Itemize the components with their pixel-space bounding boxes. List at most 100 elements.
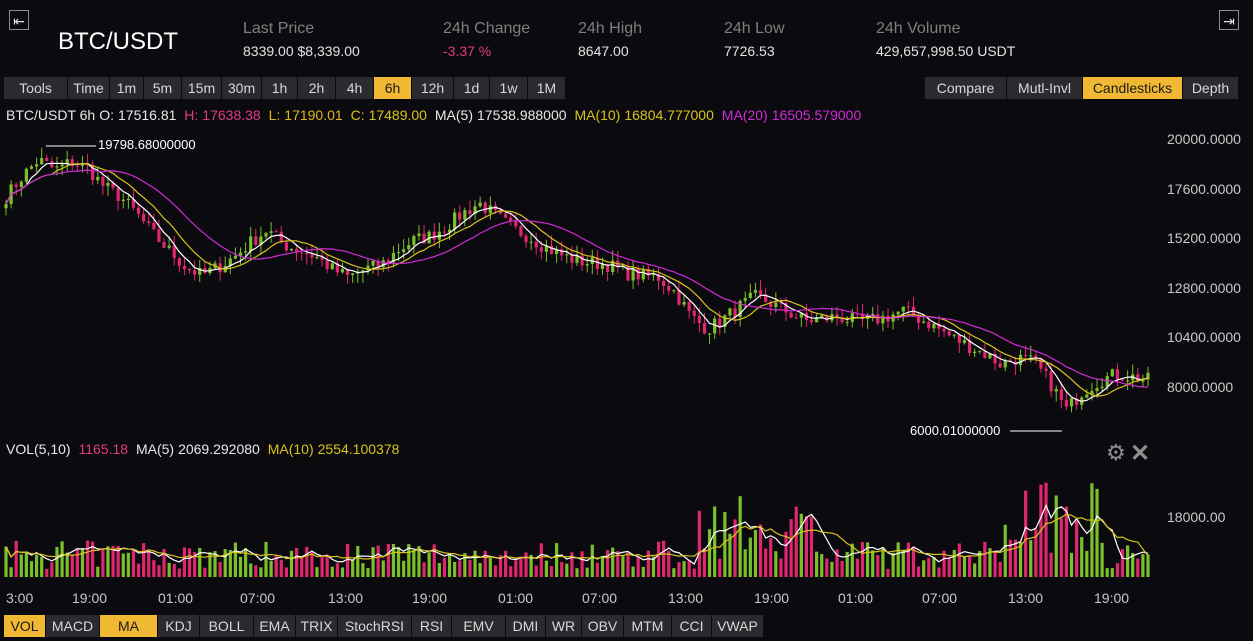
volume-bar: [590, 544, 594, 577]
volume-bar: [677, 562, 681, 577]
collapse-right-icon[interactable]: ⇥: [1219, 10, 1239, 30]
toolbar-tools-button[interactable]: Tools: [4, 77, 68, 99]
candle-body: [453, 212, 457, 230]
candle-body: [988, 353, 992, 359]
candle-body: [259, 236, 263, 245]
indicator-rsi-button[interactable]: RSI: [412, 615, 452, 637]
toolbar-1w-button[interactable]: 1w: [490, 77, 528, 99]
volume-bar: [85, 540, 90, 577]
candle-body: [774, 302, 778, 307]
volume-bar: [509, 566, 513, 577]
toolbar-1d-button[interactable]: 1d: [454, 77, 490, 99]
volume-bar: [641, 566, 645, 577]
volume-bar: [1075, 519, 1079, 577]
indicator-trix-button[interactable]: TRIX: [296, 615, 338, 637]
toolbar-12h-button[interactable]: 12h: [412, 77, 454, 99]
toolbar-1m-button[interactable]: 1m: [110, 77, 144, 99]
volume-bar: [651, 556, 656, 577]
indicator-ma-button[interactable]: MA: [100, 615, 158, 637]
candle-body: [916, 315, 921, 323]
gear-icon[interactable]: ⚙: [1106, 440, 1126, 465]
volume-bar: [310, 551, 314, 577]
candle-body: [820, 315, 824, 318]
indicator-cci-button[interactable]: CCI: [672, 615, 712, 637]
indicator-obv-button[interactable]: OBV: [582, 615, 624, 637]
candle-body: [1095, 388, 1099, 391]
toolbar-6h-button[interactable]: 6h: [374, 77, 412, 99]
toolbar-2h-button[interactable]: 2h: [298, 77, 336, 99]
candle-body: [238, 252, 243, 256]
volume-bar: [4, 546, 8, 577]
toolbar-4h-button[interactable]: 4h: [336, 77, 374, 99]
candle-body: [233, 255, 238, 259]
collapse-left-icon[interactable]: ⇤: [9, 10, 29, 30]
low-label: L:: [268, 107, 281, 123]
volume-chart[interactable]: VOL(5,10) 1165.18 MA(5) 2069.292080 MA(10…: [0, 437, 1253, 587]
candle-body: [585, 264, 589, 266]
volume-bar: [519, 556, 523, 577]
indicator-emv-button[interactable]: EMV: [452, 615, 506, 637]
volume-bar: [1034, 529, 1038, 577]
volume-bar: [1131, 553, 1135, 577]
indicator-vol-button[interactable]: VOL: [4, 615, 46, 637]
candle-body: [677, 290, 681, 305]
volume-bar: [238, 556, 243, 577]
view-candlesticks-button[interactable]: Candlesticks: [1083, 77, 1183, 99]
candle-body: [50, 161, 54, 168]
indicator-vwap-button[interactable]: VWAP: [712, 615, 764, 637]
candle-body: [692, 310, 696, 316]
volume-bar: [636, 556, 640, 577]
indicator-stochrsi-button[interactable]: StochRSI: [338, 615, 412, 637]
volume-bar: [473, 550, 477, 577]
toolbar-30m-button[interactable]: 30m: [222, 77, 262, 99]
candle-body: [24, 168, 28, 182]
volume-bar: [662, 540, 666, 577]
candle-body: [131, 199, 136, 208]
candle-body: [345, 269, 350, 275]
toolbar-1m-button[interactable]: 1M: [528, 77, 566, 99]
volume-bar: [845, 551, 849, 577]
candle-body: [483, 202, 487, 213]
indicator-macd-button[interactable]: MACD: [46, 615, 100, 637]
candle-body: [784, 302, 788, 313]
candle-body: [147, 221, 151, 223]
toolbar-5m-button[interactable]: 5m: [144, 77, 182, 99]
volume-bar: [631, 566, 635, 577]
toolbar-1h-button[interactable]: 1h: [262, 77, 298, 99]
indicator-mtm-button[interactable]: MTM: [624, 615, 672, 637]
candle-body: [723, 315, 727, 327]
time-axis-label: 19:00: [72, 590, 108, 606]
volume-bar: [483, 550, 487, 577]
view-depth-button[interactable]: Depth: [1183, 77, 1239, 99]
candle-body: [799, 313, 803, 318]
volume-bar: [891, 552, 895, 577]
indicator-kdj-button[interactable]: KDJ: [158, 615, 200, 637]
indicator-boll-button[interactable]: BOLL: [200, 615, 254, 637]
indicator-ema-button[interactable]: EMA: [254, 615, 296, 637]
volume-bar: [947, 557, 951, 577]
high-value: 17638.38: [202, 107, 261, 123]
candle-body: [1003, 360, 1007, 368]
candle-body: [549, 245, 554, 254]
view-compare-button[interactable]: Compare: [925, 77, 1007, 99]
volume-bar: [45, 568, 49, 577]
candle-body: [682, 301, 686, 305]
close-icon[interactable]: ✕: [1130, 440, 1151, 467]
volume-bar: [75, 548, 79, 577]
vol-value: 1165.18: [78, 441, 129, 457]
indicator-wr-button[interactable]: WR: [546, 615, 582, 637]
candle-body: [254, 236, 258, 245]
price-axis-label: 20000.0000: [1167, 131, 1241, 147]
volume-bar: [279, 559, 283, 577]
time-axis-label: 01:00: [838, 590, 874, 606]
toolbar-time-button[interactable]: Time: [68, 77, 110, 99]
view-mutlinvl-button[interactable]: Mutl-Invl: [1007, 77, 1083, 99]
candle-body: [187, 269, 192, 271]
indicator-dmi-button[interactable]: DMI: [506, 615, 546, 637]
candle-body: [646, 268, 650, 276]
price-chart[interactable]: BTC/USDT 6h O: 17516.81 H: 17638.38 L: 17190…: [0, 103, 1253, 438]
candle-body: [269, 231, 273, 233]
candle-body: [351, 273, 355, 275]
candle-body: [1115, 369, 1120, 380]
toolbar-15m-button[interactable]: 15m: [182, 77, 222, 99]
